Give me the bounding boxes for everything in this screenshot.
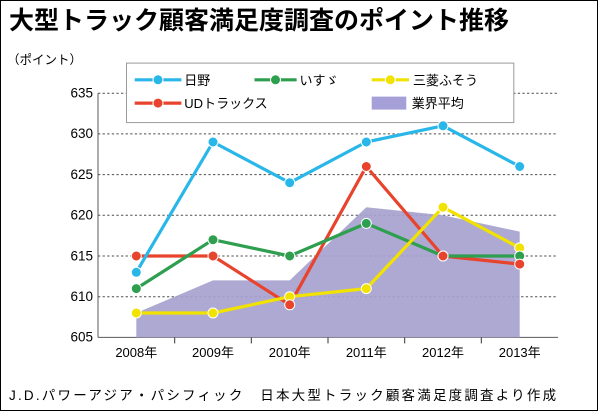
svg-text:605: 605 (70, 330, 93, 345)
svg-text:2012年: 2012年 (422, 345, 464, 360)
svg-text:2010年: 2010年 (269, 345, 311, 360)
svg-text:615: 615 (70, 248, 93, 263)
svg-text:日野: 日野 (184, 73, 210, 88)
svg-text:（ポイント）: （ポイント） (7, 53, 82, 67)
svg-text:2013年: 2013年 (499, 345, 541, 360)
svg-text:UDトラックス: UDトラックス (184, 96, 267, 111)
svg-text:2009年: 2009年 (192, 345, 234, 360)
svg-text:2011年: 2011年 (346, 345, 387, 360)
svg-text:いすゞ: いすゞ (300, 73, 339, 88)
svg-text:三菱ふそう: 三菱ふそう (413, 73, 478, 88)
svg-text:635: 635 (70, 86, 93, 101)
svg-text:業界平均: 業界平均 (412, 96, 464, 111)
svg-text:625: 625 (70, 167, 93, 182)
svg-text:620: 620 (70, 208, 93, 223)
svg-text:610: 610 (70, 289, 93, 304)
svg-text:630: 630 (70, 126, 93, 141)
svg-text:2008年: 2008年 (115, 345, 157, 360)
